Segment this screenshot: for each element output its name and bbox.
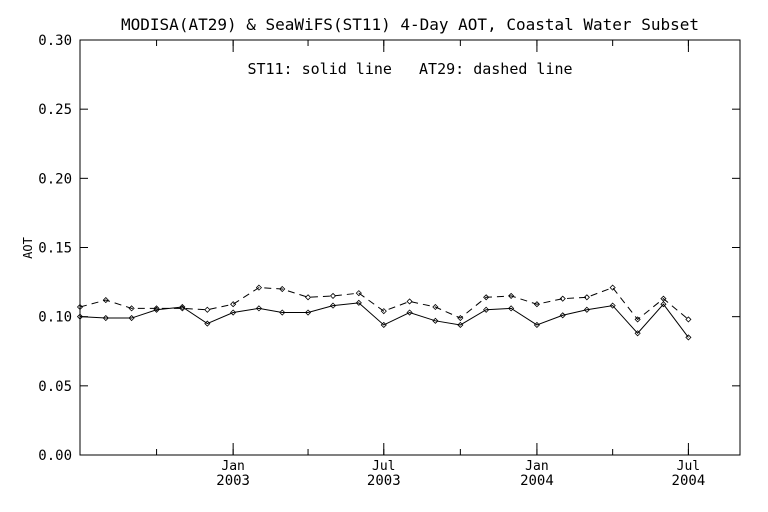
data-point-at29 <box>583 294 590 301</box>
data-point-st11 <box>204 320 211 327</box>
x-tick-year: 2004 <box>672 473 706 489</box>
data-point-at29 <box>179 305 186 312</box>
y-tick-label: 0.15 <box>38 241 72 257</box>
data-point-st11 <box>583 306 590 313</box>
data-point-st11 <box>432 317 439 324</box>
data-point-at29 <box>508 292 515 299</box>
data-point-st11 <box>304 309 312 316</box>
y-tick-label: 0.20 <box>38 171 72 187</box>
data-point-at29 <box>230 301 237 308</box>
data-point-st11 <box>609 302 616 309</box>
data-point-at29 <box>559 295 566 302</box>
data-point-st11 <box>380 321 387 329</box>
plot-area-frame <box>79 39 741 456</box>
data-point-st11 <box>230 309 237 316</box>
data-point-at29 <box>483 294 490 301</box>
data-point-at29 <box>102 297 109 304</box>
data-point-at29 <box>128 305 135 312</box>
y-tick-label: 0.05 <box>38 379 72 395</box>
y-axis-label: AOT <box>21 237 35 259</box>
data-point-st11 <box>508 305 515 312</box>
data-point-st11 <box>279 309 286 316</box>
data-point-at29 <box>304 294 312 301</box>
data-point-st11 <box>457 321 464 329</box>
data-point-st11 <box>406 309 413 316</box>
data-point-st11 <box>355 299 362 306</box>
data-point-at29 <box>609 284 616 291</box>
data-point-at29 <box>660 295 667 302</box>
data-point-at29 <box>255 284 263 291</box>
data-point-at29 <box>329 292 337 299</box>
data-point-at29 <box>204 306 211 313</box>
data-point-st11 <box>483 306 490 313</box>
data-point-at29 <box>355 290 362 297</box>
legend-annotation: ST11: solid line AT29: dashed line <box>247 60 572 78</box>
x-tick-month: Jan <box>221 459 244 474</box>
data-point-at29 <box>406 298 413 305</box>
data-point-st11 <box>533 321 540 329</box>
data-point-st11 <box>128 314 135 322</box>
data-point-st11 <box>329 302 337 309</box>
data-point-st11 <box>76 313 84 320</box>
data-point-at29 <box>76 303 84 311</box>
data-point-st11 <box>660 301 667 308</box>
y-tick-label: 0.25 <box>38 102 72 118</box>
data-point-at29 <box>457 314 464 322</box>
x-tick-month: Jan <box>525 459 548 474</box>
x-minor-ticks <box>156 40 689 455</box>
data-point-at29 <box>533 301 540 308</box>
x-tick-month: Jul <box>372 459 395 474</box>
data-point-st11 <box>179 303 186 311</box>
y-tick-label: 0.10 <box>38 310 72 326</box>
data-point-at29 <box>153 305 160 312</box>
data-point-at29 <box>432 303 439 311</box>
x-tick-month: Jul <box>677 459 700 474</box>
data-point-st11 <box>102 314 109 322</box>
y-tick-label: 0.30 <box>38 33 72 49</box>
series-layer <box>76 284 692 341</box>
data-point-at29 <box>380 308 387 315</box>
series-line-at29 <box>79 287 689 321</box>
y-axis: 0.00 0.05 0.10 0.15 0.20 0.25 0.30 <box>38 33 740 464</box>
data-point-at29 <box>685 316 692 323</box>
x-tick-year: 2004 <box>520 473 554 489</box>
data-point-st11 <box>255 305 263 312</box>
data-point-st11 <box>685 334 692 341</box>
data-point-st11 <box>559 312 566 319</box>
chart-title: MODISA(AT29) & SeaWiFS(ST11) 4-Day AOT, … <box>121 15 699 34</box>
x-tick-year: 2003 <box>216 473 250 489</box>
x-tick-year: 2003 <box>367 473 401 489</box>
data-point-at29 <box>279 285 286 293</box>
data-point-at29 <box>634 316 641 323</box>
data-point-st11 <box>634 330 641 337</box>
series-line-st11 <box>79 302 689 338</box>
y-tick-label: 0.00 <box>38 448 72 464</box>
